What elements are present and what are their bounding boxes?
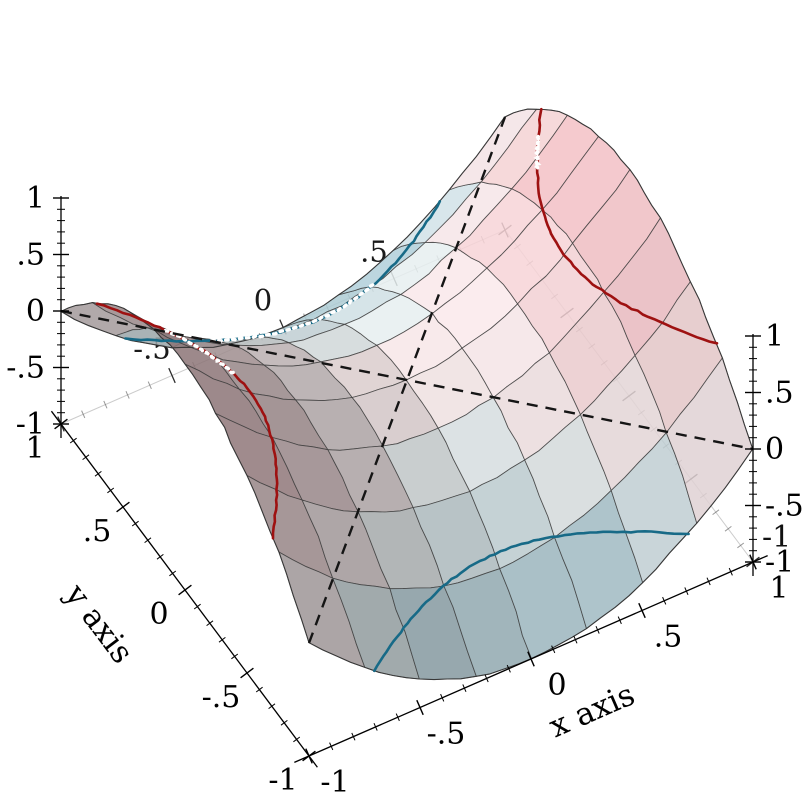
tick-label: -.5 bbox=[6, 351, 45, 386]
tick-label: 1 bbox=[769, 571, 788, 606]
tick-label: .5 bbox=[765, 376, 794, 411]
tick-label: -1 bbox=[320, 765, 349, 800]
tick-label: 0 bbox=[765, 432, 784, 467]
tick-label: .5 bbox=[654, 620, 683, 655]
tick-label: -1 bbox=[16, 407, 45, 442]
tick-label: -.5 bbox=[427, 717, 466, 752]
tick-label: .5 bbox=[16, 238, 45, 273]
tick-label: -.5 bbox=[765, 489, 804, 524]
axes-layer: 1.50-.5-11.50-.5-1-1-1-.50.51-1-.50.51 bbox=[6, 181, 804, 800]
contour-lines-layer bbox=[60, 107, 754, 673]
tick-label: -1 bbox=[765, 545, 794, 580]
tick-label: -1 bbox=[268, 763, 297, 798]
tick-label: 1 bbox=[25, 431, 44, 466]
tick-label: .5 bbox=[83, 514, 112, 549]
far-y-axis-corner-label: -1 bbox=[762, 520, 791, 555]
tick-label: 0 bbox=[149, 597, 168, 632]
tick-label: -.5 bbox=[202, 680, 241, 715]
back-x-tick-label: 0 bbox=[254, 283, 272, 317]
tick-label: 1 bbox=[765, 319, 784, 354]
tick-label: 1 bbox=[26, 181, 45, 216]
tick-label: 0 bbox=[26, 294, 45, 329]
tick-label: 0 bbox=[547, 668, 566, 703]
